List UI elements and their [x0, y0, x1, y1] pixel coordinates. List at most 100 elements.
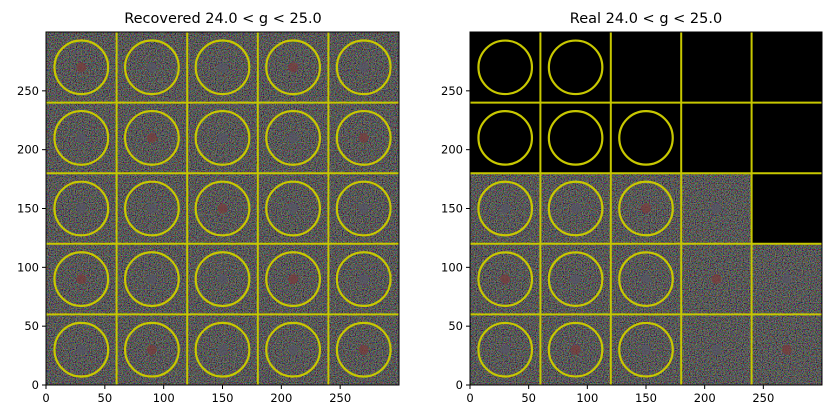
empty-cutout: [540, 102, 611, 174]
source-blob: [358, 132, 369, 143]
cutout-cell: [540, 32, 611, 103]
panel-real: Real 24.0 < g < 25.0 0 50 100 150 200 250 0 50…: [441, 11, 823, 405]
aperture-circle: [335, 39, 392, 96]
cutout-cell: [681, 314, 752, 385]
cutout-grid: [46, 32, 399, 385]
source-blob: [217, 132, 228, 143]
aperture-circle: [618, 110, 674, 166]
aperture-circle: [53, 39, 110, 96]
aperture-circle: [194, 109, 251, 166]
empty-cutout: [540, 32, 611, 103]
source-blob: [358, 274, 369, 285]
source-blob: [217, 274, 228, 285]
aperture-circle: [53, 180, 110, 237]
aperture-circle: [618, 180, 674, 237]
aperture-circle: [194, 180, 251, 237]
y-tick-label: 200: [441, 143, 463, 157]
aperture-circle: [477, 251, 534, 307]
x-tick-label: 250: [752, 391, 774, 405]
x-tick-label: 250: [329, 391, 351, 405]
aperture-circle: [194, 321, 251, 378]
x-tick-label: 150: [212, 391, 234, 405]
aperture-circle: [547, 251, 604, 307]
y-tick-label: 100: [441, 260, 463, 274]
cutout-cell: [610, 32, 682, 103]
aperture-circle: [547, 180, 604, 237]
aperture-circle: [265, 321, 322, 378]
source-blob: [358, 62, 369, 73]
grid-lines: [470, 32, 822, 385]
cutout-cell: [257, 173, 329, 244]
x-tick-label: 50: [521, 391, 536, 405]
source-blob: [641, 274, 651, 285]
cutout-cell: [470, 243, 541, 315]
cutout-cell: [328, 102, 399, 174]
cutout-cell: [610, 173, 682, 244]
x-axis: 0 50 100 150 200 250: [466, 385, 774, 405]
aperture-circle: [123, 39, 180, 96]
cutout-cell: [540, 243, 611, 315]
cutout-cell: [187, 243, 258, 315]
source-blob: [641, 344, 651, 355]
aperture-circle: [618, 251, 674, 307]
aperture-circle: [547, 110, 604, 166]
source-blob: [781, 274, 792, 285]
cutout-cell: [751, 32, 822, 103]
aperture-circle: [265, 251, 322, 308]
source-blob: [500, 274, 511, 285]
source-blob: [358, 203, 369, 214]
cutout-cell: [116, 243, 188, 315]
cutout-cell: [681, 102, 752, 174]
source-blob: [146, 62, 157, 73]
y-tick-label: 250: [441, 84, 463, 98]
aperture-circle: [53, 251, 110, 308]
cutout-cell: [257, 243, 329, 315]
cutout-cell: [470, 32, 541, 103]
cutout-cell: [46, 173, 117, 244]
cutout-cell: [751, 102, 822, 174]
cutout-cell: [681, 173, 752, 244]
x-tick-label: 0: [466, 391, 473, 405]
cutout-cell: [116, 173, 188, 244]
source-blob: [500, 203, 511, 214]
cutout-cell: [257, 32, 329, 103]
aperture-circle: [265, 39, 322, 96]
aperture-circle: [123, 180, 180, 237]
cutout-cell: [328, 314, 399, 385]
cutout-cell: [257, 314, 329, 385]
aperture-circle: [53, 109, 110, 166]
empty-cutout: [610, 102, 682, 174]
y-axis: 0 50 100 150 200 250: [441, 84, 470, 392]
empty-cutout: [610, 32, 682, 103]
empty-cutout: [751, 173, 822, 244]
cutout-cell: [46, 243, 117, 315]
cutout-cell: [187, 314, 258, 385]
empty-cutout: [470, 102, 541, 174]
source-blob: [76, 62, 87, 73]
cutout-cell: [751, 314, 822, 385]
source-blob: [146, 274, 157, 285]
y-tick-label: 150: [17, 202, 39, 216]
aperture-circle: [265, 109, 322, 166]
cutout-cell: [751, 173, 822, 244]
aperture-circle: [477, 321, 534, 378]
aperture-circle: [335, 180, 392, 237]
y-tick-label: 0: [456, 378, 463, 392]
cutout-cell: [46, 314, 117, 385]
aperture-circle: [194, 251, 251, 308]
source-blob: [76, 274, 87, 285]
y-tick-label: 250: [17, 84, 39, 98]
cutout-cell: [328, 173, 399, 244]
aperture-circle: [547, 321, 604, 378]
cutout-cell: [116, 314, 188, 385]
empty-cutout: [751, 102, 822, 174]
grid-lines: [46, 32, 399, 385]
aperture-circle: [53, 321, 110, 378]
aperture-circle: [335, 109, 392, 166]
cutout-cell: [187, 102, 258, 174]
cutout-cell: [257, 102, 329, 174]
cutout-cell: [470, 173, 541, 244]
x-tick-label: 200: [694, 391, 716, 405]
source-blob: [288, 274, 299, 285]
